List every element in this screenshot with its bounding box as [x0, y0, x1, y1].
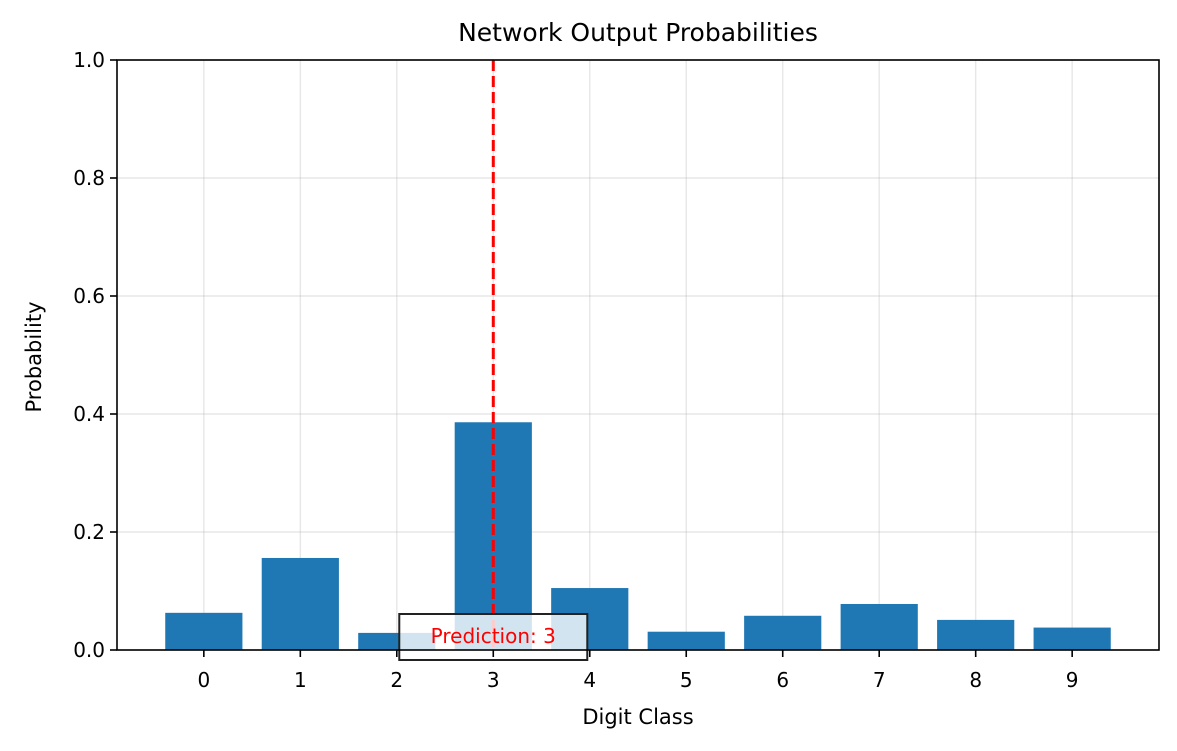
- x-tick-label: 0: [197, 668, 210, 692]
- bar: [840, 603, 918, 650]
- x-tick-label: 4: [583, 668, 596, 692]
- y-tick-label: 0.2: [73, 520, 105, 544]
- x-tick-label: 8: [969, 668, 982, 692]
- x-axis-ticks: 0 1 2 3 4 5 6 7 8 9: [197, 650, 1079, 692]
- chart-title: Network Output Probabilities: [458, 18, 818, 47]
- x-tick-label: 5: [680, 668, 693, 692]
- y-tick-label: 0.8: [73, 166, 105, 190]
- y-tick-label: 0.4: [73, 402, 105, 426]
- y-tick-label: 1.0: [73, 48, 105, 72]
- bars: [165, 422, 1111, 650]
- x-tick-label: 6: [776, 668, 789, 692]
- bar: [1033, 627, 1111, 650]
- y-axis-ticks: 0.0 0.2 0.4 0.6 0.8 1.0: [73, 48, 117, 662]
- y-tick-label: 0.0: [73, 638, 105, 662]
- plot-area-frame: [116, 59, 1160, 651]
- bar: [937, 619, 1015, 650]
- bar: [744, 615, 822, 650]
- prediction-annotation-text: Prediction: 3: [431, 624, 556, 648]
- x-tick-label: 9: [1066, 668, 1079, 692]
- y-tick-label: 0.6: [73, 284, 105, 308]
- x-tick-label: 1: [294, 668, 307, 692]
- bar: [647, 631, 725, 650]
- x-axis-title: Digit Class: [582, 705, 693, 729]
- y-axis-title: Probability: [22, 301, 46, 412]
- x-tick-label: 3: [487, 668, 500, 692]
- x-tick-label: 7: [873, 668, 886, 692]
- bar: [165, 612, 243, 650]
- bar: [261, 557, 339, 650]
- x-tick-label: 2: [390, 668, 403, 692]
